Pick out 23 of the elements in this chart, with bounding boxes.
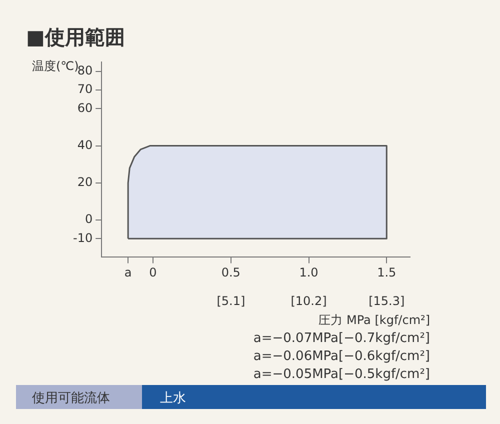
x-tick-label: 1.5 <box>377 266 396 280</box>
y-tick-label: 20 <box>77 175 93 190</box>
x2-tick-label: [5.1] <box>216 294 246 308</box>
text: a=−0.06MPa[−0.6kgf/cm²] <box>253 348 430 366</box>
y-tick-label: 80 <box>77 64 93 78</box>
y-axis-title: 温度(℃) <box>32 58 79 73</box>
x-tick-label: 0.5 <box>221 266 240 280</box>
y-tick-label: 70 <box>77 82 93 96</box>
y-tick-label: 0 <box>84 212 93 226</box>
y-tick-label: -10 <box>72 230 93 245</box>
x-tick-label: 0 <box>149 266 157 280</box>
x-tick-label: a <box>124 266 132 280</box>
text: a=−0.05MPa[−0.5kgf/cm²] <box>253 366 430 384</box>
x2-tick-label: [10.2] <box>290 294 327 308</box>
text: a=−0.07MPa[−0.7kgf/cm²] <box>253 330 430 348</box>
chart-title: ■使用範囲 <box>26 24 125 51</box>
text: 上水 <box>142 385 486 409</box>
text: 使用可能流体 <box>16 385 142 409</box>
y-tick-label: 60 <box>77 100 93 115</box>
x-axis-title: 圧力 MPa [kgf/cm²] <box>318 312 430 329</box>
x2-tick-label: [15.3] <box>368 294 405 308</box>
x-tick-label: 1.0 <box>299 266 318 280</box>
y-tick-label: 40 <box>77 138 93 152</box>
